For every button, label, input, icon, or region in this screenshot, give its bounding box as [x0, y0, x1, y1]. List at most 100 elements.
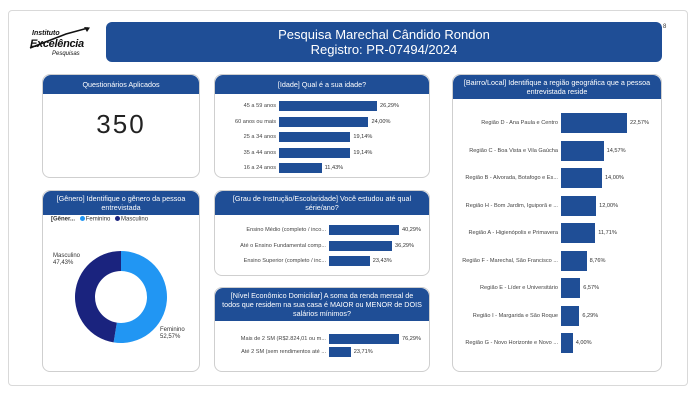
- escolaridade-bar[interactable]: [329, 256, 370, 266]
- idade-category-label: 35 a 44 anos: [243, 149, 276, 156]
- escolaridade-bar-row: Ensino Superior (completo / inc... 23,43%: [215, 256, 429, 266]
- escolaridade-category-label: Ensino Superior (completo / inc...: [243, 258, 326, 264]
- bairro-bar[interactable]: [561, 223, 596, 243]
- feminino-dot-icon: [79, 216, 85, 221]
- bairro-bar[interactable]: [561, 333, 573, 353]
- bairro-value-label: 12,00%: [599, 202, 619, 209]
- idade-value-label: 19,14%: [353, 134, 373, 140]
- report-registration: Registro: PR-07494/2024: [310, 42, 458, 57]
- idade-category-label: 60 anos ou mais: [234, 118, 276, 125]
- bairro-value-label: 22,57%: [630, 120, 649, 126]
- bairro-title: [Bairro/Local] Identifique a região geog…: [453, 75, 661, 99]
- renda-card: [Nível Econômico Domiciliar] A soma da r…: [214, 287, 430, 372]
- bairro-value-label: 14,00%: [604, 175, 624, 181]
- bairro-bar-row: Região B - Alvorada, Botafogo e Es... 14,…: [453, 168, 661, 188]
- bairro-category-label: Região E - Líder e Universitário: [479, 285, 558, 291]
- genero-donut-chart: [75, 251, 167, 343]
- bairro-bar-row: Região H - Bom Jardim, Iguiporã e ... 12,…: [453, 195, 661, 216]
- institute-logo: Instituto Excelência Pesquisas: [26, 26, 98, 60]
- genero-card: [Gênero] Identifique o gênero da pessoa …: [42, 190, 200, 372]
- renda-category-label: Mais de 2 SM (R$2.824,01 ou m...: [240, 336, 326, 342]
- logo-swoosh-icon: [29, 27, 90, 49]
- idade-bar-row: 35 a 44 anos 19,14%: [215, 147, 429, 158]
- idade-bar[interactable]: [279, 147, 351, 158]
- donut-slice-feminino[interactable]: [113, 251, 167, 343]
- idade-bar[interactable]: [279, 101, 377, 111]
- bairro-bar[interactable]: [561, 140, 604, 161]
- idade-card: [Idade] Qual é a sua idade? 45 a 59 anos…: [214, 74, 430, 178]
- renda-value-label: 23,71%: [353, 349, 373, 355]
- escolaridade-bar[interactable]: [329, 225, 399, 235]
- questionarios-card: Questionários Aplicados 350: [42, 74, 200, 178]
- bairro-bar[interactable]: [561, 278, 581, 298]
- idade-category-label: 45 a 59 anos: [243, 103, 276, 109]
- bairro-category-label: Região A - Higienópolis e Primavera: [468, 230, 558, 236]
- pie-label-masculino: Masculino 47,43%: [53, 253, 81, 266]
- questionarios-value: 350: [96, 109, 146, 139]
- bairro-value-label: 8,76%: [589, 257, 606, 264]
- logo-line3: Pesquisas: [52, 51, 80, 57]
- bairro-value-label: 6,29%: [582, 312, 599, 319]
- renda-bar-chart: Mais de 2 SM (R$2.824,01 ou m... 76,29% At…: [215, 332, 429, 371]
- renda-value-label: 76,29%: [402, 336, 421, 342]
- renda-bar-row: Mais de 2 SM (R$2.824,01 ou m... 76,29%: [215, 334, 429, 344]
- report-title: Pesquisa Marechal Cândido Rondon: [278, 27, 490, 42]
- bairro-bar-row: Região D - Ana Paula e Centro 22,57%: [453, 113, 661, 133]
- idade-bar-row: 45 a 59 anos 26,29%: [215, 101, 429, 111]
- idade-bar[interactable]: [279, 132, 351, 142]
- genero-legend: [Gêner... Feminino Masculino: [51, 216, 148, 223]
- report-header: Pesquisa Marechal Cândido Rondon Registr…: [106, 22, 662, 62]
- masculino-dot-icon: [115, 216, 121, 221]
- bairro-value-label: 14,57%: [606, 147, 626, 154]
- idade-value-label: 11,43%: [324, 165, 344, 171]
- bairro-category-label: Região B - Alvorada, Botafogo e Es...: [465, 175, 558, 181]
- bairro-value-label: 6,57%: [583, 285, 600, 291]
- bairro-bar[interactable]: [561, 195, 597, 216]
- idade-bar-chart: 45 a 59 anos 26,29% 60 anos ou mais 24,00% 2…: [215, 99, 429, 177]
- bairro-bar[interactable]: [561, 113, 627, 133]
- donut-slice-masculino[interactable]: [75, 251, 121, 343]
- bairro-value-label: 11,71%: [598, 230, 617, 236]
- renda-bar[interactable]: [329, 334, 399, 344]
- bairro-bar-row: Região G - Novo Horizonte e Novo ... 4,00…: [453, 333, 661, 353]
- idade-category-label: 25 a 34 anos: [243, 134, 276, 140]
- renda-bar-row: Até 2 SM (sem rendimentos até ... 23,71%: [215, 347, 429, 357]
- legend-masculino[interactable]: Masculino: [121, 216, 149, 223]
- bairro-card: [Bairro/Local] Identifique a região geog…: [452, 74, 662, 372]
- idade-category-label: 16 a 24 anos: [243, 165, 276, 171]
- idade-value-label: 26,29%: [380, 103, 399, 109]
- idade-value-label: 24,00%: [371, 118, 391, 125]
- legend-feminino[interactable]: Feminino: [85, 216, 111, 223]
- bairro-bar-chart: Região D - Ana Paula e Centro 22,57% Regiã…: [453, 105, 661, 371]
- escolaridade-bar-row: Ensino Médio (completo / inco... 40,29%: [215, 225, 429, 235]
- bairro-bar[interactable]: [561, 168, 602, 188]
- escolaridade-category-label: Até o Ensino Fundamental comp...: [240, 242, 326, 249]
- bairro-bar-row: Região E - Líder e Universitário 6,57%: [453, 278, 661, 298]
- logo-line1: Instituto: [32, 30, 60, 37]
- legend-title: [Gêner...: [51, 216, 76, 223]
- renda-bar[interactable]: [329, 347, 351, 357]
- bairro-category-label: Região C - Boa Vista e Vila Gaúcha: [469, 147, 558, 154]
- escolaridade-value-label: 40,29%: [402, 227, 421, 233]
- escolaridade-category-label: Ensino Médio (completo / inco...: [246, 227, 326, 233]
- bairro-value-label: 4,00%: [575, 340, 592, 346]
- bairro-bar-row: Região I - Margarida e São Roque 6,29%: [453, 305, 661, 326]
- idade-bar-row: 16 a 24 anos 11,43%: [215, 163, 429, 173]
- bairro-bar[interactable]: [561, 250, 587, 271]
- idade-bar[interactable]: [279, 116, 369, 127]
- idade-bar-row: 60 anos ou mais 24,00%: [215, 116, 429, 127]
- escolaridade-bar-chart: Ensino Médio (completo / inco... 40,29% At…: [215, 223, 429, 275]
- escolaridade-card: [Grau de Instrução/Escolaridade] Você es…: [214, 190, 430, 276]
- escolaridade-title: [Grau de Instrução/Escolaridade] Você es…: [215, 191, 429, 215]
- bairro-category-label: Região D - Ana Paula e Centro: [481, 120, 558, 126]
- escolaridade-value-label: 36,29%: [395, 242, 415, 249]
- logo-line2: Excelência: [30, 38, 84, 50]
- idade-title: [Idade] Qual é a sua idade?: [215, 75, 429, 94]
- renda-category-label: Até 2 SM (sem rendimentos até ...: [241, 349, 326, 355]
- idade-bar-row: 25 a 34 anos 19,14%: [215, 132, 429, 142]
- idade-bar[interactable]: [279, 163, 322, 173]
- bairro-category-label: Região I - Margarida e São Roque: [472, 312, 558, 319]
- pie-label-feminino: Feminino 52,57%: [160, 327, 185, 340]
- bairro-bar[interactable]: [561, 305, 580, 326]
- escolaridade-bar[interactable]: [329, 240, 393, 251]
